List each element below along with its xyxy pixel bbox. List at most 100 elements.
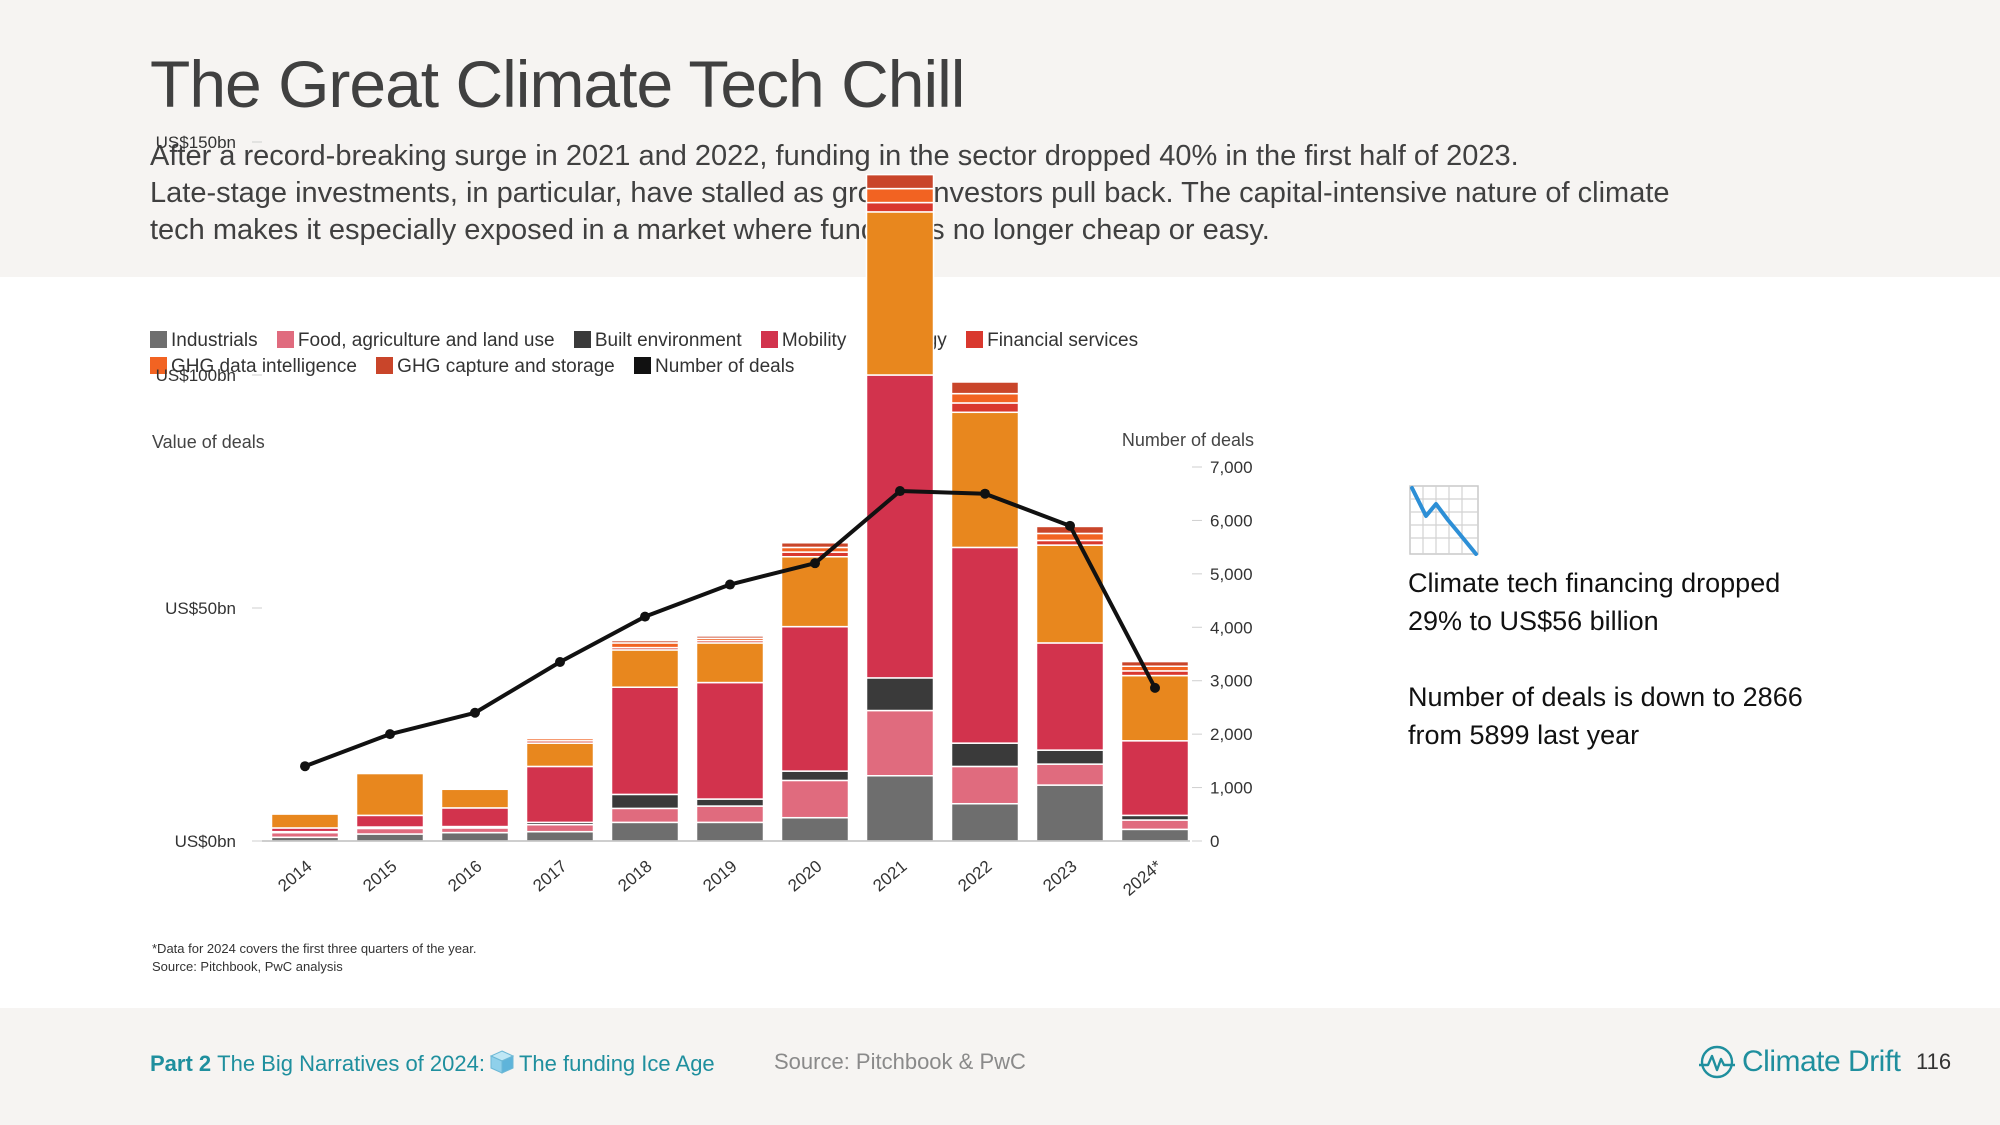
bar-segment bbox=[950, 802, 1020, 842]
y-right-tick-label: 3,000 bbox=[1210, 672, 1253, 691]
bar-stack bbox=[950, 381, 1020, 842]
x-tick-label: 2024* bbox=[1119, 856, 1166, 899]
bar-segment bbox=[610, 821, 680, 842]
x-tick-label: 2015 bbox=[359, 857, 400, 896]
legend-label: Industrials bbox=[171, 330, 258, 351]
y-left-ticks: US$0bn US$50bn US$100bn US$150bn bbox=[156, 133, 262, 851]
footer-section: Part 2 The Big Narratives of 2024: The fun… bbox=[150, 1049, 715, 1077]
bar-segment bbox=[355, 827, 425, 835]
legend-item: Built environment bbox=[573, 328, 742, 354]
deals-point bbox=[385, 729, 395, 740]
x-tick-labels: 2014 2015 2016 2017 2018 2019 2020 2021 2022 2023… bbox=[274, 856, 1165, 899]
bar-segment bbox=[780, 770, 850, 782]
legend-label: Financial services bbox=[987, 330, 1139, 351]
chart-decreasing-icon bbox=[1409, 485, 1479, 556]
legend-item: Industrials bbox=[150, 328, 258, 354]
bar-stack bbox=[1120, 660, 1190, 842]
bar-stack bbox=[865, 173, 935, 842]
bar-segment bbox=[780, 625, 850, 772]
x-tick-label: 2019 bbox=[699, 857, 740, 896]
footer-part-label: Part 2 bbox=[150, 1051, 212, 1076]
bar-stack bbox=[440, 786, 510, 842]
x-tick-label: 2022 bbox=[954, 857, 995, 896]
bar-segment bbox=[610, 807, 680, 824]
legend-label: GHG data intelligence bbox=[171, 356, 357, 377]
footer-section-subtitle: The funding Ice Age bbox=[518, 1051, 715, 1076]
bar-segment bbox=[355, 772, 425, 817]
bar-segment bbox=[440, 788, 510, 809]
bar-segment bbox=[610, 649, 680, 688]
x-tick-label: 2016 bbox=[444, 857, 485, 896]
legend-item: GHG data intelligence bbox=[150, 354, 357, 380]
bar-segment bbox=[525, 823, 595, 833]
subtitle-line: tech makes it especially exposed in a ma… bbox=[150, 214, 1270, 246]
bar-segment bbox=[950, 402, 1020, 414]
bar-stack bbox=[695, 635, 765, 842]
legend-row: GHG data intelligence GHG capture and st… bbox=[150, 354, 1250, 380]
bar-segment bbox=[950, 765, 1020, 805]
legend-label: Food, agriculture and land use bbox=[297, 330, 555, 351]
brand-logo: Climate Drift bbox=[1698, 1042, 1901, 1082]
bar-segment bbox=[1035, 763, 1105, 786]
deals-point bbox=[555, 657, 565, 668]
legend-label: Built environment bbox=[594, 330, 742, 351]
bar-segment bbox=[950, 411, 1020, 549]
legend-swatch-ghg-data bbox=[150, 357, 167, 374]
bar-stack bbox=[270, 809, 340, 842]
bar-segment bbox=[865, 201, 935, 213]
x-tick-label: 2020 bbox=[784, 857, 825, 896]
bar-segment bbox=[1035, 784, 1105, 842]
legend-label: Number of deals bbox=[655, 356, 795, 377]
bar-stack bbox=[355, 768, 425, 842]
bar-segment bbox=[440, 831, 510, 842]
bar-segment bbox=[950, 392, 1020, 404]
bar-segment bbox=[270, 809, 340, 813]
chart-legend: Industrials Food, agriculture and land u… bbox=[150, 328, 1250, 380]
bar-segment bbox=[695, 798, 765, 807]
y-right-tick-label: 5,000 bbox=[1210, 565, 1253, 584]
deals-point bbox=[895, 486, 905, 497]
bar-segment bbox=[695, 805, 765, 824]
y-left-tick-label: US$150bn bbox=[156, 133, 236, 152]
bar-segment bbox=[780, 542, 850, 549]
side-text-deals: Number of deals is down to 2866 from 589… bbox=[1408, 682, 1803, 750]
subtitle-line: After a record-breaking surge in 2021 an… bbox=[150, 140, 1519, 172]
bar-segment bbox=[1035, 749, 1105, 765]
footnote-line: *Data for 2024 covers the first three qu… bbox=[152, 941, 477, 956]
climate-drift-logo-icon bbox=[1699, 1045, 1735, 1079]
legend-label: Mobility bbox=[781, 330, 847, 351]
bar-stack bbox=[525, 736, 595, 842]
side-text-financing: Climate tech financing dropped 29% to US… bbox=[1408, 568, 1781, 636]
bar-segment bbox=[865, 173, 935, 190]
bar-segment bbox=[1035, 544, 1105, 644]
x-tick-label: 2021 bbox=[869, 857, 910, 896]
footer-band bbox=[0, 1008, 2000, 1125]
bar-segment bbox=[525, 742, 595, 768]
legend-item: Number of deals bbox=[634, 354, 794, 380]
bar-segment bbox=[610, 793, 680, 810]
y-right-tick-label: 7,000 bbox=[1210, 458, 1253, 477]
bar-segment bbox=[440, 807, 510, 828]
bar-segment bbox=[695, 821, 765, 842]
legend-swatch-deals bbox=[634, 357, 652, 374]
brand-name: Climate Drift bbox=[1742, 1045, 1901, 1078]
deals-point bbox=[810, 558, 820, 569]
x-tick-label: 2014 bbox=[274, 857, 315, 896]
bar-stack bbox=[610, 639, 680, 842]
bar-stack bbox=[780, 542, 850, 842]
bar-segment bbox=[525, 765, 595, 824]
bar-segment bbox=[865, 187, 935, 204]
legend-swatch-built bbox=[573, 331, 591, 348]
bar-segment bbox=[610, 639, 680, 644]
y-left-tick-label: US$50bn bbox=[165, 599, 236, 618]
deals-point bbox=[300, 761, 310, 772]
bar-segment bbox=[355, 833, 425, 842]
bar-segment bbox=[950, 742, 1020, 768]
y-left-axis-label: Value of deals bbox=[152, 432, 265, 452]
legend-swatch-industrials bbox=[150, 331, 167, 348]
bar-segment bbox=[1120, 819, 1190, 831]
x-tick-label: 2023 bbox=[1039, 857, 1080, 896]
ice-cube-icon bbox=[489, 1050, 515, 1074]
legend-item: Mobility bbox=[760, 328, 847, 354]
y-left-tick-label: US$100bn bbox=[156, 366, 236, 385]
